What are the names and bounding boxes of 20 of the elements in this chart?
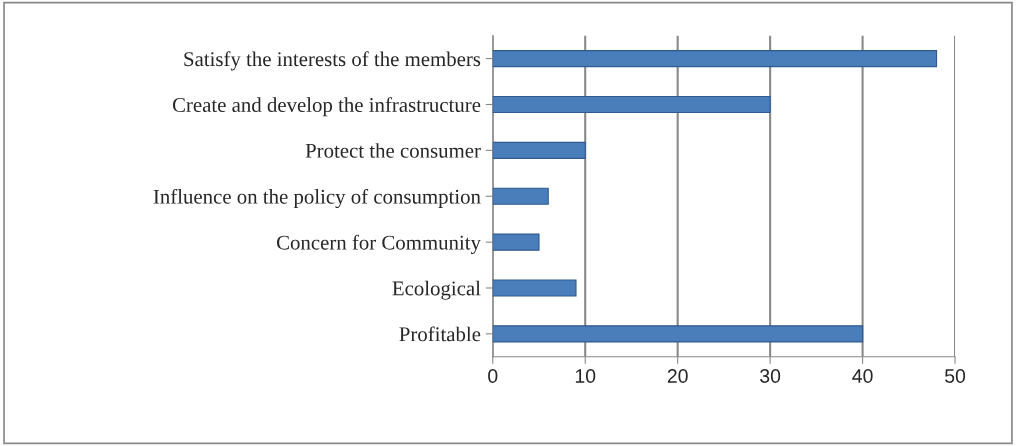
bar bbox=[492, 187, 549, 205]
y-tick-label: Ecological bbox=[392, 280, 481, 300]
x-tick-label: 10 bbox=[575, 369, 596, 383]
y-tick-label: Satisfy the interests of the members bbox=[184, 51, 481, 71]
bar bbox=[492, 279, 577, 297]
bar bbox=[492, 50, 938, 68]
y-tick-label: Influence on the policy of consumption bbox=[153, 188, 481, 209]
bar bbox=[492, 233, 540, 251]
y-tick-label: Concern for Community bbox=[276, 234, 481, 254]
bar bbox=[492, 325, 864, 343]
x-tick-label: 50 bbox=[945, 369, 966, 383]
y-tick-label: Profitable bbox=[399, 326, 481, 342]
y-tick-label: Protect the consumer bbox=[305, 143, 481, 158]
x-tick-label: 40 bbox=[852, 369, 873, 383]
y-tick-label: Create and develop the infrastructure bbox=[172, 97, 481, 117]
x-tick-label: 0 bbox=[488, 369, 498, 383]
bar bbox=[492, 95, 771, 114]
x-tick-label: 30 bbox=[760, 369, 781, 383]
bar bbox=[492, 141, 586, 159]
x-tick-label: 20 bbox=[667, 369, 688, 383]
